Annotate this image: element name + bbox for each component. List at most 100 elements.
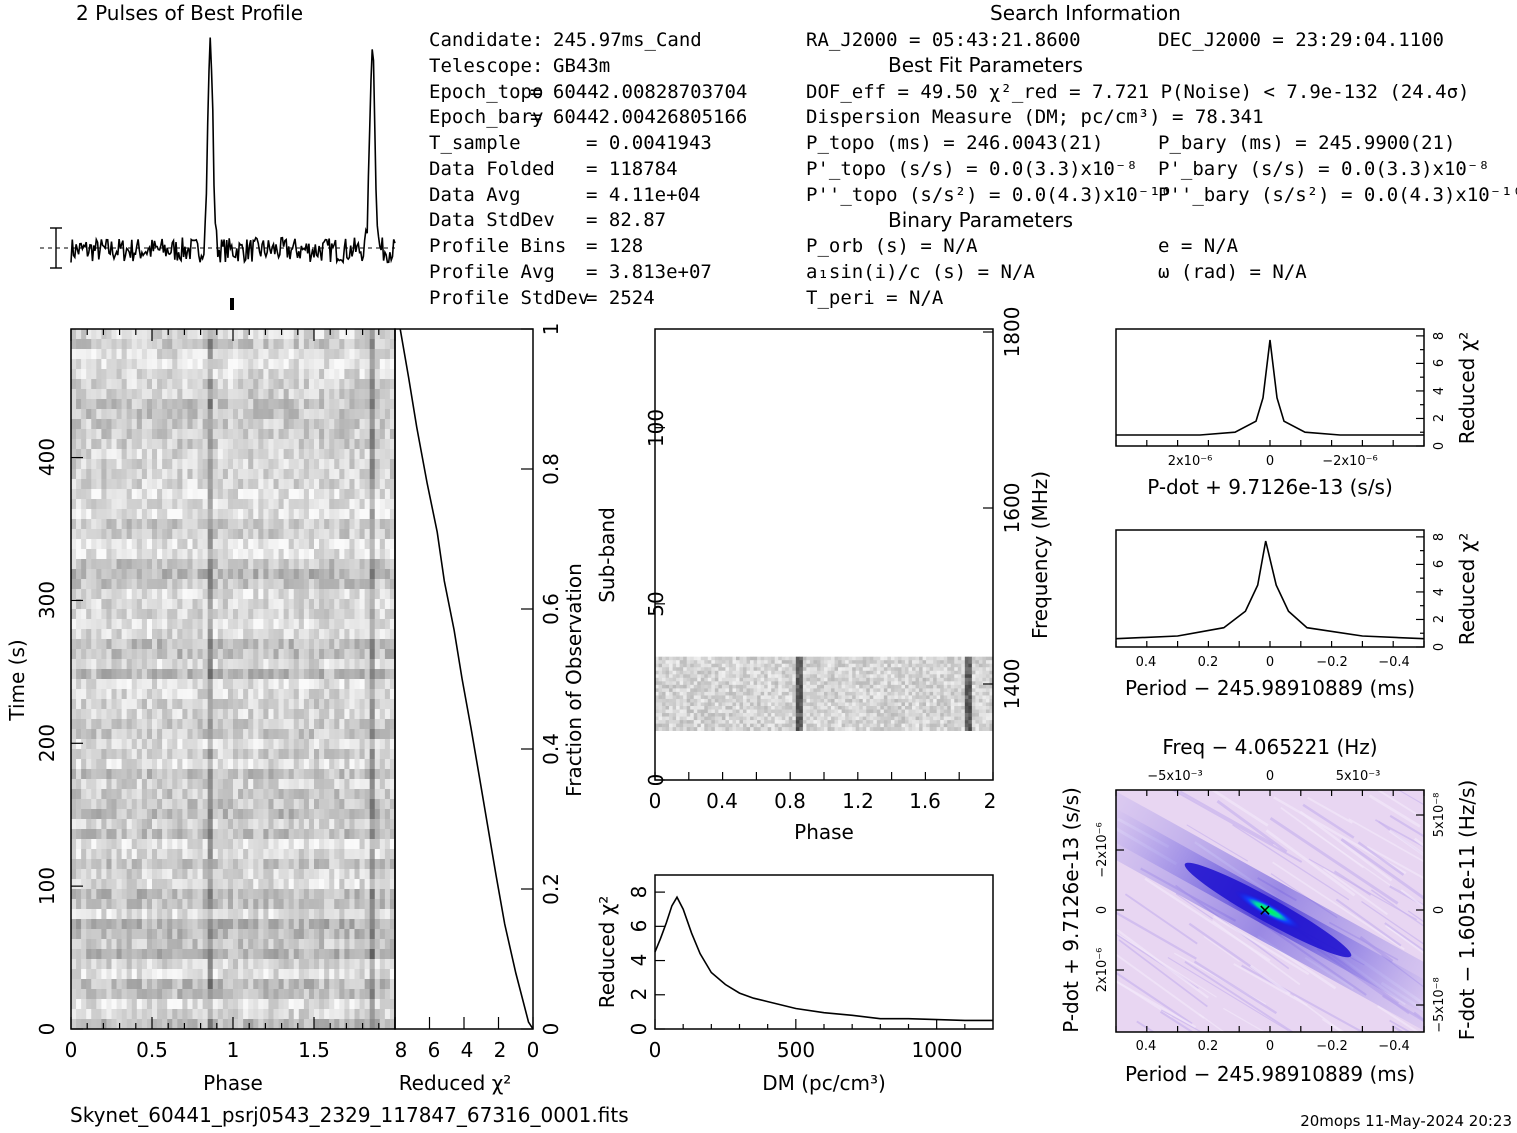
tp-cell xyxy=(217,759,224,770)
tp-cell xyxy=(146,339,153,350)
tp-cell xyxy=(146,489,153,500)
tp-cell xyxy=(222,579,229,590)
tp-cell xyxy=(202,949,208,960)
tp-cell xyxy=(86,709,92,720)
tp-cell xyxy=(96,659,102,670)
tp-cell xyxy=(177,469,183,480)
tp-cell xyxy=(212,949,219,960)
tp-cell xyxy=(349,529,355,540)
tp-cell xyxy=(238,1019,244,1029)
tp-cell xyxy=(136,979,143,990)
tp-cell xyxy=(253,749,259,760)
tp-cell xyxy=(111,1019,117,1029)
tp-cell xyxy=(101,549,107,560)
tp-cell xyxy=(197,869,203,880)
tp-cell xyxy=(384,419,391,430)
tp-cell xyxy=(324,939,330,950)
tp-cell xyxy=(258,609,264,620)
tp-cell xyxy=(106,759,112,770)
sb-cell xyxy=(848,663,853,668)
tp-cell xyxy=(106,379,112,390)
tp-cell xyxy=(172,339,178,350)
tp-cell xyxy=(243,619,249,630)
sb-cell xyxy=(697,656,702,661)
tp-cell xyxy=(86,829,92,840)
tp-cell xyxy=(126,899,133,910)
sb-cell xyxy=(767,667,772,672)
tp-cell xyxy=(354,1019,360,1029)
tp-cell xyxy=(192,339,198,350)
tp-cell xyxy=(243,499,249,510)
tp-cell xyxy=(111,989,117,1000)
tp-cell xyxy=(359,719,365,730)
tp-cell xyxy=(152,539,158,550)
tp-cell xyxy=(227,999,234,1010)
tp-cell xyxy=(263,389,269,400)
sb-cell xyxy=(908,663,913,668)
tp-cell xyxy=(172,479,178,490)
tp-cell xyxy=(217,529,224,540)
tp-cell xyxy=(152,439,158,450)
tp-cell xyxy=(101,669,107,680)
tp-cell xyxy=(298,579,305,590)
tp-cell xyxy=(314,989,320,1000)
tp-cell xyxy=(101,679,107,690)
tp-cell xyxy=(207,669,214,680)
tp-cell xyxy=(217,659,224,670)
tp-cell xyxy=(131,369,138,380)
tp-cell xyxy=(131,639,138,650)
tp-cell xyxy=(207,709,214,720)
sb-cell xyxy=(887,663,892,668)
tp-cell xyxy=(278,359,284,370)
sb-cell xyxy=(915,663,920,668)
tp-cell xyxy=(324,589,330,600)
tp-cell xyxy=(344,749,350,760)
sb-cell xyxy=(785,660,790,665)
tp-cell xyxy=(233,509,239,520)
tp-cell xyxy=(101,759,107,770)
tp-cell xyxy=(192,689,198,700)
tp-cell xyxy=(81,899,87,910)
tp-cell xyxy=(197,439,203,450)
tp-cell xyxy=(359,589,365,600)
tp-cell xyxy=(121,549,127,560)
tp-cell xyxy=(86,779,92,790)
tp-cell xyxy=(243,329,249,340)
tp-cell xyxy=(273,609,279,620)
tp-cell xyxy=(131,469,138,480)
tp-cell xyxy=(187,929,193,940)
tp-cell xyxy=(314,439,320,450)
tp-cell xyxy=(389,909,395,920)
tp-cell xyxy=(212,759,219,770)
tp-cell xyxy=(172,469,178,480)
tp-cell xyxy=(96,329,102,340)
tp-cell xyxy=(152,829,158,840)
sb-cell xyxy=(845,663,849,668)
tp-cell xyxy=(324,779,330,790)
tp-cell xyxy=(314,979,320,990)
tp-cell xyxy=(253,349,259,360)
sb-cell xyxy=(735,660,740,665)
sb-cell xyxy=(869,663,874,668)
tp-cell xyxy=(278,709,284,720)
tp-cell xyxy=(344,939,350,950)
tp-cell xyxy=(157,849,163,860)
tp-cell xyxy=(106,339,112,350)
tp-cell xyxy=(324,379,330,390)
tp-cell xyxy=(319,909,325,920)
tp-cell xyxy=(81,609,87,620)
tp-cell xyxy=(192,359,198,370)
tp-cell xyxy=(91,439,97,450)
tp-cell xyxy=(121,869,127,880)
tp-cell xyxy=(273,489,279,500)
tp-cell xyxy=(121,329,127,340)
tp-cell xyxy=(293,449,300,460)
tp-cell xyxy=(81,689,87,700)
tp-cell xyxy=(197,509,203,520)
tp-cell xyxy=(91,409,97,420)
tp-cell xyxy=(233,579,239,590)
tp-cell xyxy=(131,459,138,470)
tp-cell xyxy=(121,399,127,410)
tp-cell xyxy=(91,539,97,550)
tp-cell xyxy=(263,749,269,760)
